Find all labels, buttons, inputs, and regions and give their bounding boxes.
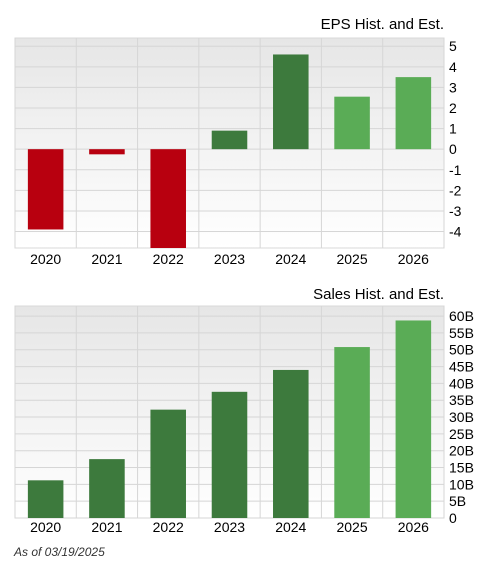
eps-x-tick-label: 2026 bbox=[398, 251, 429, 267]
sales-x-tick-label: 2026 bbox=[398, 519, 429, 535]
eps-y-tick-label: -1 bbox=[449, 162, 462, 178]
eps-y-tick-label: 4 bbox=[449, 59, 457, 75]
eps-y-tick-label: 0 bbox=[449, 141, 457, 157]
sales-y-tick-label: 45B bbox=[449, 359, 474, 375]
sales-bar-2021 bbox=[89, 459, 125, 518]
eps-x-tick-label: 2022 bbox=[153, 251, 184, 267]
sales-y-tick-label: 60B bbox=[449, 308, 474, 324]
sales-x-tick-label: 2025 bbox=[336, 519, 367, 535]
eps-y-tick-label: 1 bbox=[449, 121, 457, 137]
sales-y-tick-label: 0 bbox=[449, 510, 457, 526]
sales-bar-2023 bbox=[211, 391, 248, 518]
sales-y-tick-label: 35B bbox=[449, 392, 474, 408]
sales-y-tick-label: 10B bbox=[449, 476, 474, 492]
eps-x-tick-label: 2025 bbox=[336, 251, 367, 267]
eps-x-tick-label: 2023 bbox=[214, 251, 245, 267]
eps-bar-2020 bbox=[27, 149, 64, 230]
sales-y-tick-label: 30B bbox=[449, 409, 474, 425]
eps-chart-title: EPS Hist. and Est. bbox=[321, 16, 444, 33]
eps-bar-2022 bbox=[150, 149, 186, 248]
eps-bar-2021 bbox=[89, 149, 125, 155]
sales-bar-2020 bbox=[27, 480, 64, 518]
eps-y-tick-label: -2 bbox=[449, 182, 462, 198]
eps-x-tick-label: 2024 bbox=[275, 251, 306, 267]
eps-y-tick-label: -4 bbox=[449, 224, 462, 240]
eps-bar-2024 bbox=[273, 54, 309, 150]
sales-y-tick-label: 25B bbox=[449, 426, 474, 442]
sales-x-tick-label: 2024 bbox=[275, 519, 306, 535]
sales-y-tick-label: 15B bbox=[449, 460, 474, 476]
eps-bar-2026 bbox=[395, 77, 432, 150]
eps-x-tick-label: 2021 bbox=[91, 251, 122, 267]
sales-chart: Sales Hist. and Est. 60B55B50B45B40B35B30… bbox=[14, 286, 474, 535]
sales-x-tick-label: 2023 bbox=[214, 519, 245, 535]
eps-x-tick-label: 2020 bbox=[30, 251, 61, 267]
eps-y-tick-label: 2 bbox=[449, 100, 457, 116]
eps-y-tick-label: -3 bbox=[449, 203, 462, 219]
sales-bar-2022 bbox=[150, 409, 186, 518]
sales-y-tick-label: 55B bbox=[449, 325, 474, 341]
sales-x-tick-label: 2022 bbox=[153, 519, 184, 535]
sales-y-tick-label: 5B bbox=[449, 493, 466, 509]
as-of-date: As of 03/19/2025 bbox=[14, 545, 105, 559]
eps-chart: EPS Hist. and Est. 5 4 3 2 1 0 -1 -2 -3 -4 2020 2021… bbox=[14, 16, 462, 267]
sales-bar-2026 bbox=[395, 320, 432, 518]
sales-y-tick-label: 40B bbox=[449, 375, 474, 391]
sales-x-tick-label: 2021 bbox=[91, 519, 122, 535]
eps-bar-2025 bbox=[334, 96, 370, 150]
eps-y-tick-label: 5 bbox=[449, 38, 457, 54]
sales-bar-2025 bbox=[334, 347, 370, 518]
sales-chart-title: Sales Hist. and Est. bbox=[313, 286, 444, 303]
eps-bar-2023 bbox=[211, 130, 248, 150]
sales-x-tick-label: 2020 bbox=[30, 519, 61, 535]
sales-y-tick-label: 20B bbox=[449, 443, 474, 459]
sales-y-tick-label: 50B bbox=[449, 342, 474, 358]
eps-y-tick-label: 3 bbox=[449, 79, 457, 95]
sales-bar-2024 bbox=[273, 369, 309, 518]
